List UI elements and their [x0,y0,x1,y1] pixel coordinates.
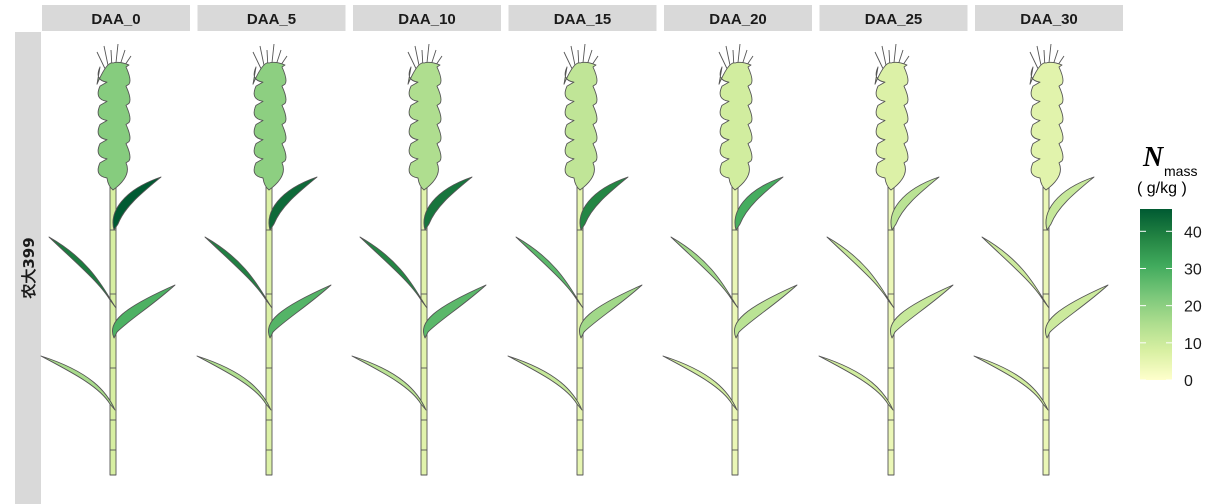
ear [1029,61,1064,191]
leaf-3 [1045,284,1109,339]
row-strip-label: 农大399 [20,237,38,299]
leaf-4 [507,355,583,411]
facet-panel: DAA_30 [973,5,1123,476]
ear [96,61,131,191]
leaf-4 [973,355,1049,411]
legend-title-subscript: mass [1164,163,1197,179]
leaf-3 [112,284,176,339]
leaf-2 [359,236,428,309]
legend-tick-label: 10 [1184,336,1202,353]
leaf-3 [423,284,487,339]
leaf-3 [579,284,643,339]
facet-panel: DAA_10 [351,5,501,476]
leaf-3 [268,284,332,339]
ear [407,61,442,191]
facet-strip-label: DAA_5 [247,11,296,28]
flag-leaf [579,176,629,231]
flag-leaf [890,176,940,231]
facet-strip-label: DAA_30 [1020,11,1078,28]
leaf-2 [48,236,117,309]
facet-panel: DAA_5 [196,5,346,476]
leaf-4 [818,355,894,411]
ear [252,61,287,191]
facet-panels: DAA_0 DAA_5 DAA_10 DAA_15 DAA_20 DAA_25 DAA_30 [40,5,1123,476]
facet-strip-label: DAA_20 [709,11,767,28]
ear [874,61,909,191]
facet-strip-label: DAA_0 [91,11,140,28]
ear [563,61,598,191]
facet-strip [975,5,1123,31]
leaf-4 [662,355,738,411]
legend-unit: ( g/kg ) [1137,180,1187,197]
legend: N mass ( g/kg ) 0 10 20 30 40 [1137,142,1202,390]
leaf-2 [826,236,895,309]
legend-colorbar [1140,209,1172,380]
leaf-4 [351,355,427,411]
facet-strip [353,5,501,31]
legend-tick-label: 30 [1184,261,1202,278]
leaf-2 [670,236,739,309]
legend-ticks: 0 10 20 30 40 [1140,224,1202,390]
legend-tick-label: 40 [1184,224,1202,241]
ear [718,61,753,191]
facet-strip-label: DAA_10 [398,11,456,28]
facet-strip-label: DAA_15 [554,11,612,28]
facet-strip [42,5,190,31]
flag-leaf [734,176,784,231]
leaf-3 [734,284,798,339]
legend-tick-label: 0 [1184,373,1193,390]
facet-strip-label: DAA_25 [865,11,923,28]
flag-leaf [423,176,473,231]
leaf-3 [890,284,954,339]
facet-panel: DAA_0 [40,5,190,476]
leaf-2 [981,236,1050,309]
facet-strip [664,5,812,31]
facet-strip [508,5,657,31]
leaf-2 [515,236,584,309]
facet-panel: DAA_15 [507,5,657,476]
legend-title-symbol: N [1142,142,1165,173]
flag-leaf [1045,176,1095,231]
facet-panel: DAA_20 [662,5,812,476]
flag-leaf [268,176,318,231]
facet-panel: DAA_25 [818,5,968,476]
facet-strip [819,5,968,31]
flag-leaf [112,176,162,231]
leaf-4 [196,355,272,411]
leaf-4 [40,355,116,411]
leaf-2 [204,236,273,309]
row-strip [15,32,41,504]
facet-strip [197,5,346,31]
legend-tick-label: 20 [1184,299,1202,316]
